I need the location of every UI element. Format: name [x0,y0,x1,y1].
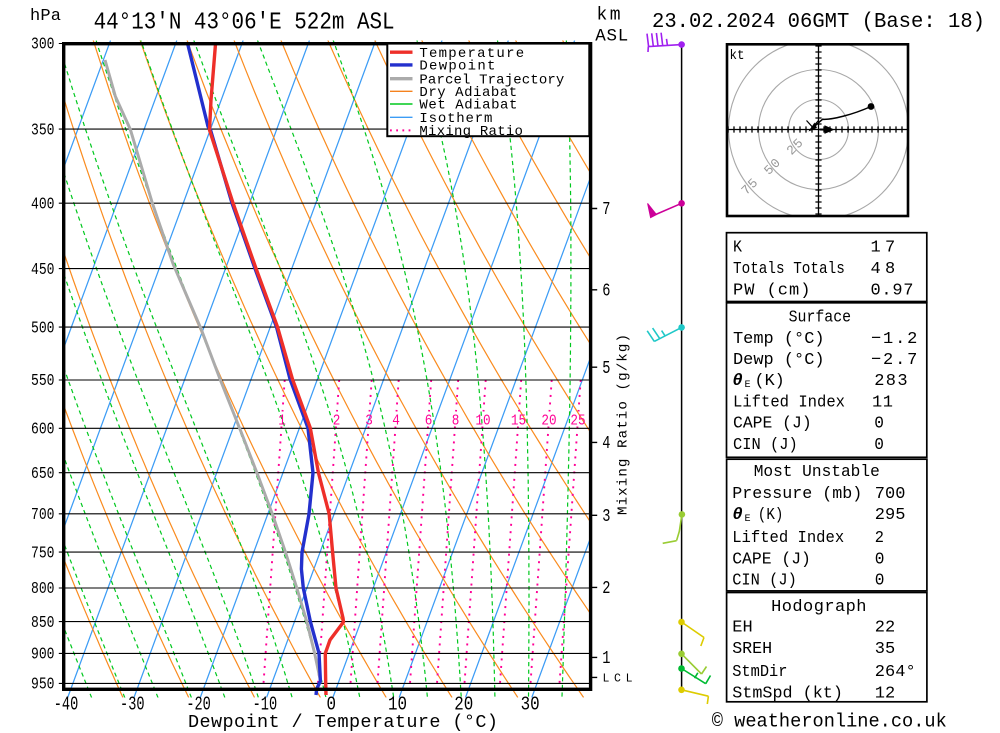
svg-text:2: 2 [875,529,884,548]
svg-text:(K): (K) [755,372,785,391]
svg-text:Mixing Ratio (g/kg): Mixing Ratio (g/kg) [616,334,632,515]
svg-text:1: 1 [602,649,610,669]
svg-text:Most Unstable: Most Unstable [754,463,880,482]
svg-text:CIN (J): CIN (J) [732,571,797,590]
svg-text:hPa: hPa [30,7,61,26]
svg-text:350: 350 [31,120,55,139]
svg-text:K: K [733,239,743,258]
svg-text:(K): (K) [758,506,784,525]
svg-text:4: 4 [392,414,400,430]
svg-text:3: 3 [602,507,610,527]
svg-text:Lifted Index: Lifted Index [732,529,844,548]
svg-text:Temperature: Temperature [419,46,524,62]
svg-text:12: 12 [875,684,896,703]
svg-text:10: 10 [388,694,407,716]
svg-text:4: 4 [602,434,610,454]
svg-text:800: 800 [31,579,55,598]
svg-text:Dry Adiabat: Dry Adiabat [419,85,517,101]
svg-text:15: 15 [511,414,526,430]
svg-text:LCL: LCL [603,672,633,685]
svg-text:295: 295 [875,506,906,525]
svg-text:Surface: Surface [789,309,852,328]
svg-text:SREH: SREH [732,640,772,659]
svg-text:© weatheronline.co.uk: © weatheronline.co.uk [712,711,947,733]
svg-text:-30: -30 [120,694,145,716]
svg-text:Hodograph: Hodograph [771,598,866,617]
svg-text:500: 500 [31,318,55,337]
svg-text:2: 2 [333,414,341,430]
svg-text:Totals Totals: Totals Totals [733,260,845,279]
svg-text:10: 10 [475,414,490,430]
svg-text:283: 283 [874,372,907,391]
svg-text:264°: 264° [875,663,916,682]
svg-text:850: 850 [31,613,55,632]
svg-text:700: 700 [875,485,906,504]
svg-text:EH: EH [732,618,753,637]
svg-text:0: 0 [875,550,885,569]
svg-text:0.97: 0.97 [871,281,914,300]
svg-text:Pressure (mb): Pressure (mb) [732,485,862,504]
svg-text:20: 20 [541,414,556,430]
svg-text:Parcel Trajectory: Parcel Trajectory [419,72,564,88]
svg-text:1: 1 [278,414,286,430]
svg-text:950: 950 [31,675,55,694]
svg-text:E: E [745,513,751,525]
svg-text:2: 2 [602,579,610,599]
svg-text:400: 400 [31,194,55,213]
svg-text:550: 550 [31,371,55,390]
svg-text:PW (cm): PW (cm) [733,281,810,300]
svg-text:0: 0 [875,571,885,590]
svg-text:11: 11 [872,393,893,412]
svg-text:Lifted Index: Lifted Index [733,393,845,412]
svg-text:Temp (°C): Temp (°C) [733,330,825,349]
svg-text:5: 5 [602,359,610,379]
svg-text:900: 900 [31,645,55,664]
svg-text:-20: -20 [186,694,211,716]
svg-text:CIN (J): CIN (J) [733,436,798,455]
svg-text:Dewpoint / Temperature (°C): Dewpoint / Temperature (°C) [188,712,498,733]
svg-text:−1.2: −1.2 [871,330,917,349]
svg-text:CAPE (J): CAPE (J) [733,415,812,434]
svg-text:6: 6 [425,414,433,430]
svg-text:8: 8 [452,414,460,430]
svg-text:CAPE (J): CAPE (J) [732,550,811,569]
svg-text:30: 30 [521,694,540,716]
svg-text:−2.7: −2.7 [871,351,917,370]
svg-text:Dewpoint: Dewpoint [419,59,495,75]
svg-text:0: 0 [326,694,336,716]
svg-text:450: 450 [31,260,55,279]
svg-text:Dewp (°C): Dewp (°C) [733,351,825,370]
svg-text:StmDir: StmDir [732,663,787,682]
svg-text:600: 600 [31,420,55,439]
svg-text:-10: -10 [253,694,278,716]
svg-text:6: 6 [602,282,610,302]
svg-text:kt: kt [730,48,745,64]
svg-text:23.02.2024 06GMT (Base: 18): 23.02.2024 06GMT (Base: 18) [652,11,985,34]
svg-text:θ: θ [732,506,742,525]
svg-text:7: 7 [602,200,610,220]
svg-text:650: 650 [31,464,55,483]
svg-text:Wet Adiabat: Wet Adiabat [419,98,517,114]
svg-text:300: 300 [31,35,55,54]
svg-text:Mixing Ratio: Mixing Ratio [419,124,523,140]
svg-text:E: E [745,379,751,391]
svg-text:0: 0 [874,415,884,434]
svg-text:3: 3 [365,414,373,430]
svg-text:750: 750 [31,543,55,562]
svg-text:35: 35 [875,640,896,659]
svg-text:22: 22 [875,618,896,637]
svg-text:ASL: ASL [595,27,628,47]
svg-text:Isotherm: Isotherm [419,111,492,127]
svg-text:20: 20 [454,694,473,716]
svg-text:-40: -40 [54,694,79,716]
svg-text:θ: θ [732,372,742,391]
svg-text:StmSpd (kt): StmSpd (kt) [732,684,843,703]
svg-text:25: 25 [570,414,585,430]
svg-text:0: 0 [874,436,884,455]
svg-text:700: 700 [31,505,55,524]
svg-text:44°13'N 43°06'E 522m ASL: 44°13'N 43°06'E 522m ASL [94,9,395,36]
